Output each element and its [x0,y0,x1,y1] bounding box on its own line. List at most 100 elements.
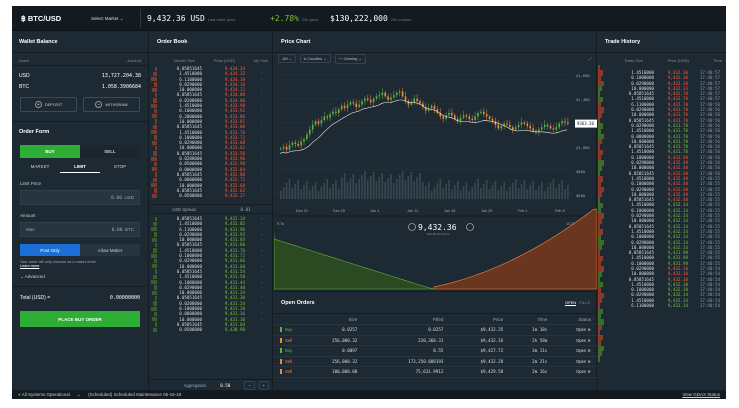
view-status-link[interactable]: View GDAX Status [682,392,720,397]
cancel-order-icon[interactable]: ✕ [586,327,591,333]
trade-size: 0.1000000 [631,207,654,213]
open-order-row[interactable]: Sell 256,000.32 173,250.888193 $9,432.28 2m … [274,356,597,367]
volume-bar [514,179,517,199]
bid-row[interactable]: 0.1000000 9,431.72 - [150,253,273,258]
bid-row[interactable]: 10.000000 9,431.10 - [150,317,273,322]
ask-row[interactable]: 0.05851645 9,434.34 - [150,66,273,71]
interval-select[interactable]: 1M ⌄ [278,54,297,63]
ask-row[interactable]: 10.000000 9,433.62 - [150,145,273,150]
bid-row[interactable]: 0.0208000 9,431.24 - [150,301,273,306]
candles-select[interactable]: # Candles ⌄ [300,54,331,63]
bid-row[interactable]: 6.1100000 9,431.96 - [150,227,273,232]
learn-more-link[interactable]: Learn more [20,264,40,268]
bid-row[interactable]: 0.0290000 9,431.92 - [150,232,273,237]
tab-market[interactable]: MARKET [30,164,50,169]
ask-row[interactable]: 0.05851645 9,433.80 - [150,124,273,129]
open-order-row[interactable]: Buy 0.0257 0.0257 $9,432.35 1m 18s Open ✕ [274,324,597,336]
ask-row[interactable]: 0.05851645 9,432.80 - [150,172,273,177]
open-order-row[interactable]: Sell 256,000.32 220,368.31 $9,432.16 2h 58m O… [274,335,597,346]
maintenance-notice[interactable]: (Scheduled) Scheduled Maintenance 05-15-… [88,392,182,397]
trade-volume-bar [598,313,601,320]
ask-row[interactable]: 10.000000 9,432.68 - [150,183,273,188]
advanced-toggle[interactable]: ⌄ Advanced [12,274,148,280]
open-toggle[interactable]: OPEN [564,299,577,306]
order-filled: 0.55 [363,345,450,357]
candle-body [430,105,433,109]
trade-price: 9,431.98 [667,255,688,261]
tab-stop[interactable]: STOP [113,164,127,169]
bid-row[interactable]: 0.1000000 9,431.44 - [150,280,273,285]
ask-row[interactable]: 1.4510000 9,433.76 - [150,130,273,135]
expand-icon[interactable]: ⤢ [588,56,592,61]
system-status[interactable]: All Systems Operational [21,392,70,397]
ask-row[interactable]: 10.000000 9,433.81 - [150,119,273,124]
ask-row[interactable]: 0.2000000 9,433.86 - [150,114,273,119]
cancel-order-icon[interactable]: ✕ [586,337,591,343]
bid-row[interactable]: 1.4510000 9,431.50 - [150,274,273,279]
bid-row[interactable]: 0.0290000 9,431.66 - [150,258,273,263]
place-order-button[interactable]: PLACE BUY ORDER [20,311,140,327]
cancel-order-icon[interactable]: ✕ [586,348,591,354]
aggregation-plus-button[interactable]: + [258,380,269,390]
open-order-row[interactable]: Buy 0.0097 0.55 $9,427.72 3m 11s Open ✕ [274,345,597,357]
cancel-order-icon[interactable]: ✕ [586,358,591,364]
trade-row: 1.4510000 9,432.48 17:40:55 [602,176,720,181]
ask-row[interactable]: 0.1000000 9,433.72 - [150,135,273,140]
ask-row[interactable]: 0.0000000 9,432.84 - [150,167,273,172]
bid-row[interactable]: 0.05851645 9,431.04 - [150,322,273,327]
tab-limit[interactable]: LIMIT [60,160,100,173]
ask-row[interactable]: 0.0000000 9,432.72 - [150,177,273,182]
ask-row[interactable]: 0.05851645 9,432.62 - [150,188,273,193]
ask-row[interactable]: 0.05851645 9,434.08 - [150,92,273,97]
bid-row[interactable]: 1.4510000 9,432.02 - [150,221,273,226]
bid-row[interactable]: 10.000000 9,431.34 - [150,290,273,295]
limit-price-input[interactable]: 0.00 USD [20,190,140,205]
bid-row[interactable]: 0.0000000 9,431.16 - [150,311,273,316]
fills-toggle[interactable]: FILLS [579,299,590,305]
amount-max-button[interactable]: Max [26,227,35,232]
open-order-row[interactable]: Sell 100,000.00 75,631.9912 $9,429.58 2m 16s… [274,366,597,378]
ask-row[interactable]: 0.0290000 9,433.68 - [150,140,273,145]
ask-row[interactable]: 0.0290000 9,434.16 - [150,82,273,87]
ask-row[interactable]: 1.4510000 9,434.32 - [150,71,273,76]
ask-row[interactable]: 10.000000 9,434.12 - [150,87,273,92]
buy-tab[interactable]: BUY [20,145,80,158]
aggregation-minus-button[interactable]: − [244,380,255,390]
bid-row[interactable]: 0.0500000 9,430.98 - [150,327,273,332]
bid-row[interactable]: 10.000000 9,431.84 - [150,237,273,242]
ask-row[interactable]: 0.1000000 9,433.92 - [150,108,273,113]
price-change: +2.78% 24h price [270,14,318,23]
cancel-order-icon[interactable]: ✕ [586,369,591,375]
allow-maker-toggle[interactable]: Allow Maker [80,244,140,256]
ask-row[interactable]: 0.05851645 9,433.58 - [150,151,273,156]
post-only-toggle[interactable]: Post Only [20,244,80,256]
withdraw-button[interactable]: − WITHDRAW [83,97,140,112]
trade-row: 6.1100000 9,432.14 17:40:54 [602,303,720,308]
my-size: - [260,321,263,327]
ask-row[interactable]: 0.0500000 9,432.90 - [150,161,273,166]
volume-bar [532,181,534,199]
bid-row[interactable]: 1.4510000 9,431.76 - [150,248,273,253]
bid-row[interactable]: 0.1000000 9,431.20 - [150,306,273,311]
ask-row[interactable]: 0.0500000 9,432.37 - [150,193,273,198]
bid-row[interactable]: 0.05851645 9,431.54 - [150,269,273,274]
select-market-dropdown[interactable]: Select Market ⌄ [91,16,124,22]
ask-row[interactable]: 0.0208000 9,432.96 - [150,156,273,161]
bid-row[interactable]: 0.05851645 9,432.14 - [150,216,273,221]
pair-selector[interactable]: ฿ BTC/USD [21,14,61,23]
ask-row[interactable]: 0.0208000 9,434.00 - [150,98,273,103]
overlay-icon: 〰 [338,55,344,61]
bid-row[interactable]: 0.0290000 9,431.40 - [150,285,273,290]
ask-row[interactable]: 1.4510000 9,433.98 - [150,103,273,108]
amount-input[interactable]: Max 0.00 BTC [20,222,140,237]
ask-row[interactable]: 6.1100000 9,434.18 - [150,77,273,82]
bid-row[interactable]: 10.000000 9,431.60 - [150,264,273,269]
price-chart-svg[interactable]: $1,600$1,400$1,200$1,000$800$6009363.20D… [274,65,597,291]
bid-row[interactable]: 0.05851645 9,431.80 - [150,242,273,247]
order-price: 9,432.72 [224,177,245,183]
sell-tab[interactable]: SELL [80,145,140,158]
deposit-button[interactable]: + DEPOSIT [20,97,77,112]
trade-history-columns: Trade Size Price (USD) Time [598,53,726,65]
bid-row[interactable]: 0.05851645 9,431.30 - [150,295,273,300]
overlay-select[interactable]: 〰 Overlay ⌄ [334,53,366,64]
